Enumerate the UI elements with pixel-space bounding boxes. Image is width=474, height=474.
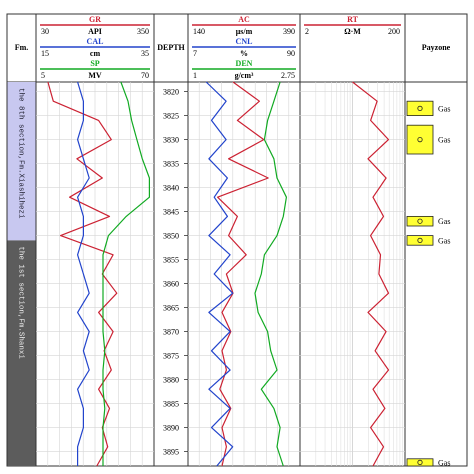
outer-border: [6, 13, 468, 467]
track2-den-unit: g/cm³: [235, 71, 254, 80]
depth-column: 3820 3825 3830 3835 3840 3845 3850 3855 3860 3865…: [163, 88, 188, 457]
chart-frame: [6, 13, 468, 467]
depth-header: DEPTH: [157, 43, 185, 52]
payzone-label-4: Gas: [438, 236, 450, 245]
depth-tick-label: 3820: [163, 88, 179, 97]
payzone-label-1: Gas: [438, 104, 450, 113]
track1-gr-name: GR: [89, 15, 101, 24]
payzone-box-1: [406, 100, 434, 116]
track3-rt-name: RT: [347, 15, 358, 24]
track2-den-min: 1: [193, 71, 197, 80]
track2-cnl-max: 90: [287, 49, 295, 58]
curve-ac: [217, 81, 269, 467]
depth-tick-label: 3835: [163, 160, 179, 169]
curve-cnl: [205, 81, 234, 467]
depth-tick-label: 3850: [163, 232, 179, 241]
depth-tick-label: 3825: [163, 112, 179, 121]
track3-rt-max: 200: [388, 27, 400, 36]
track2-ac-max: 390: [283, 27, 295, 36]
formation-label-2: the 1st section,Fm.Shanxi: [17, 246, 25, 359]
track2-den-max: 2.75: [281, 71, 295, 80]
track1-sp-min: 5: [41, 71, 45, 80]
payzone-label-5: Gas: [438, 458, 450, 467]
depth-tick-label: 3840: [163, 184, 179, 193]
track1-cal-max: 35: [141, 49, 149, 58]
track2-den-name: DEN: [236, 59, 253, 68]
payzone-box-3: [406, 215, 434, 227]
depth-tick-label: 3895: [163, 448, 179, 457]
gas-symbol-icon: [417, 105, 423, 112]
payzone-header: Payzone: [422, 43, 451, 52]
depth-tick-label: 3885: [163, 400, 179, 409]
track2-ac-min: 140: [193, 27, 205, 36]
payzone-box-2: [406, 124, 434, 155]
curve-rt: [352, 81, 390, 467]
track1-cal-name: CAL: [87, 37, 104, 46]
payzone-column: Gas Gas Gas Gas Gas: [406, 100, 450, 467]
depth-tick-label: 3845: [163, 208, 179, 217]
payzone-label-2: Gas: [438, 136, 450, 145]
payzone-box-5: [406, 458, 434, 467]
log-curves: [47, 81, 390, 467]
curve-den: [254, 81, 287, 467]
track1-sp-unit: MV: [88, 71, 102, 80]
track2-ac-unit: μs/m: [236, 27, 253, 36]
formation-band-1: [7, 82, 36, 241]
depth-tick-label: 3855: [163, 256, 179, 265]
track2-ac-name: AC: [238, 15, 250, 24]
track-headers: GR 30 API 350 CAL 15 cm 35 SP 5 MV 70 AC 140 μs/m 390 CN…: [15, 15, 451, 80]
payzone-label-3: Gas: [438, 217, 450, 226]
track2-cnl-name: CNL: [236, 37, 253, 46]
gas-symbol-icon: [417, 218, 423, 224]
gas-symbol-icon: [417, 459, 423, 465]
formation-label-1: the 8th section,Fm.Xiashihezi: [17, 88, 25, 219]
track1-gr-unit: API: [88, 27, 102, 36]
depth-tick-label: 3860: [163, 280, 179, 289]
gas-symbol-icon: [417, 137, 423, 143]
track1-gr-max: 350: [137, 27, 149, 36]
track1-sp-name: SP: [90, 59, 99, 68]
payzone-box-4: [406, 235, 434, 246]
formation-band-2: [7, 240, 36, 466]
track1-cal-min: 15: [41, 49, 49, 58]
depth-tick-label: 3865: [163, 304, 179, 313]
track3-rt-min: 2: [305, 27, 309, 36]
gas-symbol-icon: [417, 237, 423, 243]
track1-sp-max: 70: [141, 71, 149, 80]
depth-tick-label: 3875: [163, 352, 179, 361]
curve-sp: [102, 81, 150, 466]
formation-column: the 8th section,Fm.Xiashihezi the 1st sec…: [7, 82, 36, 466]
curve-cal: [76, 81, 90, 466]
depth-tick-label: 3870: [163, 328, 179, 337]
track1-cal-unit: cm: [90, 49, 101, 58]
track3-rt-unit: Ω·M: [344, 27, 361, 36]
curve-gr: [47, 81, 118, 467]
track2-cnl-unit: %: [240, 49, 248, 58]
fm-header: Fm.: [15, 43, 29, 52]
depth-tick-label: 3890: [163, 424, 179, 433]
track1-gr-min: 30: [41, 27, 49, 36]
track2-cnl-min: 7: [193, 49, 197, 58]
depth-tick-label: 3880: [163, 376, 179, 385]
depth-tick-label: 3830: [163, 136, 179, 145]
